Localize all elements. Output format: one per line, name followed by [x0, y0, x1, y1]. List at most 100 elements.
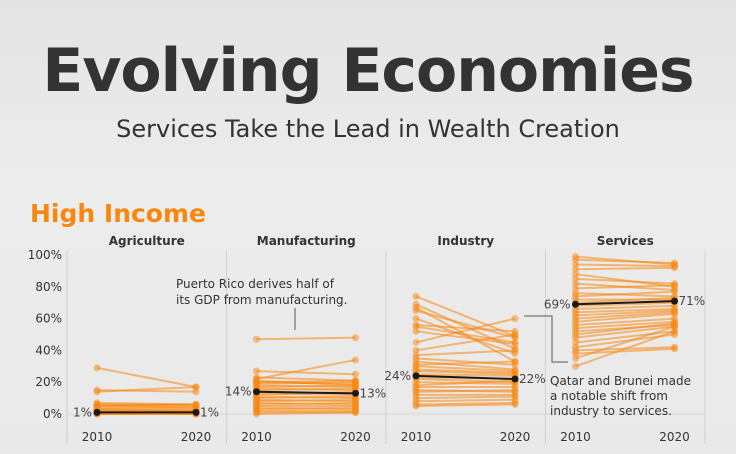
median-line — [256, 390, 356, 395]
series-line — [415, 357, 516, 366]
panel-title: Manufacturing — [257, 234, 356, 248]
x-tick-label: 2020 — [500, 430, 531, 444]
series-point — [511, 340, 519, 348]
series-line — [575, 311, 675, 320]
x-tick-label: 2010 — [401, 430, 432, 444]
median-point — [192, 408, 200, 416]
series-line — [256, 395, 356, 400]
series-line — [415, 365, 516, 373]
series-line — [256, 358, 356, 381]
series-line — [256, 370, 356, 376]
series-line — [415, 398, 516, 403]
series-point — [671, 264, 678, 272]
median-line — [415, 374, 516, 381]
series-point — [192, 400, 200, 408]
series-line — [575, 284, 675, 290]
series-point — [253, 377, 260, 385]
series-point — [253, 335, 260, 343]
x-tick-label: 2020 — [340, 430, 371, 444]
series-line — [575, 312, 675, 323]
series-line — [256, 387, 356, 392]
series-point — [511, 358, 519, 366]
median-label: 1% — [73, 405, 92, 419]
series-line — [575, 325, 675, 339]
series-point — [412, 315, 420, 323]
series-line — [256, 398, 356, 403]
y-tick-label: 20% — [35, 375, 62, 389]
x-tick-label: 2010 — [82, 430, 113, 444]
median-point — [412, 372, 420, 380]
series-point — [192, 383, 200, 391]
series-point — [671, 281, 678, 289]
series-line — [415, 395, 516, 400]
series-line — [415, 360, 516, 366]
series-point — [511, 331, 519, 338]
series-point — [412, 307, 420, 315]
series-line — [415, 317, 516, 344]
x-tick-label: 2010 — [560, 430, 591, 444]
series-point — [352, 334, 359, 342]
median-label: 13% — [360, 386, 387, 400]
series-line — [575, 290, 675, 298]
panel-title: Services — [597, 234, 654, 248]
y-tick-label: 100% — [28, 248, 62, 262]
series-point — [671, 288, 678, 296]
series-line — [256, 379, 356, 387]
series-point — [93, 364, 101, 372]
series-line — [575, 325, 675, 360]
series-point — [412, 402, 420, 410]
y-tick-label: 60% — [35, 312, 62, 326]
median-point — [253, 388, 260, 396]
median-point — [572, 300, 579, 308]
median-point — [93, 408, 101, 416]
series-line — [256, 411, 356, 415]
series-point — [352, 370, 359, 378]
series-point — [412, 338, 420, 346]
series-line — [256, 401, 356, 406]
median-point — [352, 389, 359, 397]
series-line — [415, 330, 516, 346]
median-label: 69% — [544, 297, 571, 311]
series-point — [511, 400, 519, 408]
series-point — [572, 362, 579, 370]
series-line — [415, 379, 516, 387]
x-tick-label: 2020 — [181, 430, 212, 444]
median-point — [511, 375, 519, 383]
page-title: Evolving Economies — [42, 36, 694, 106]
series-line — [575, 296, 675, 304]
series-line — [415, 401, 516, 406]
panel-title: Industry — [437, 234, 494, 248]
series-point — [352, 408, 359, 416]
series-line — [575, 308, 675, 314]
annotation-text: industry to services. — [550, 404, 672, 418]
series-line — [575, 266, 675, 271]
series-point — [671, 345, 678, 353]
annotation-text: Puerto Rico derives half of — [176, 277, 335, 291]
series-line — [575, 304, 675, 311]
median-label: 1% — [200, 405, 219, 419]
series-line — [415, 368, 516, 374]
annotation-text: Qatar and Brunei made — [550, 374, 691, 388]
series-point — [253, 367, 260, 375]
section-title: High Income — [30, 199, 206, 228]
median-label: 14% — [225, 385, 252, 399]
series-line — [256, 384, 356, 388]
annotation-text: its GDP from manufacturing. — [176, 293, 347, 307]
series-line — [575, 317, 675, 326]
series-line — [256, 406, 356, 411]
series-point — [412, 292, 420, 300]
series-line — [575, 330, 675, 344]
series-line — [415, 333, 516, 352]
series-point — [93, 388, 101, 396]
x-tick-label: 2020 — [659, 430, 690, 444]
median-label: 22% — [519, 372, 546, 386]
median-point — [671, 297, 678, 305]
series-line — [415, 325, 516, 344]
median-line — [575, 300, 675, 306]
panel-title: Agriculture — [109, 234, 185, 248]
y-tick-label: 40% — [35, 343, 62, 357]
series-point — [511, 346, 519, 354]
series-line — [96, 366, 197, 388]
median-label: 24% — [384, 369, 411, 383]
